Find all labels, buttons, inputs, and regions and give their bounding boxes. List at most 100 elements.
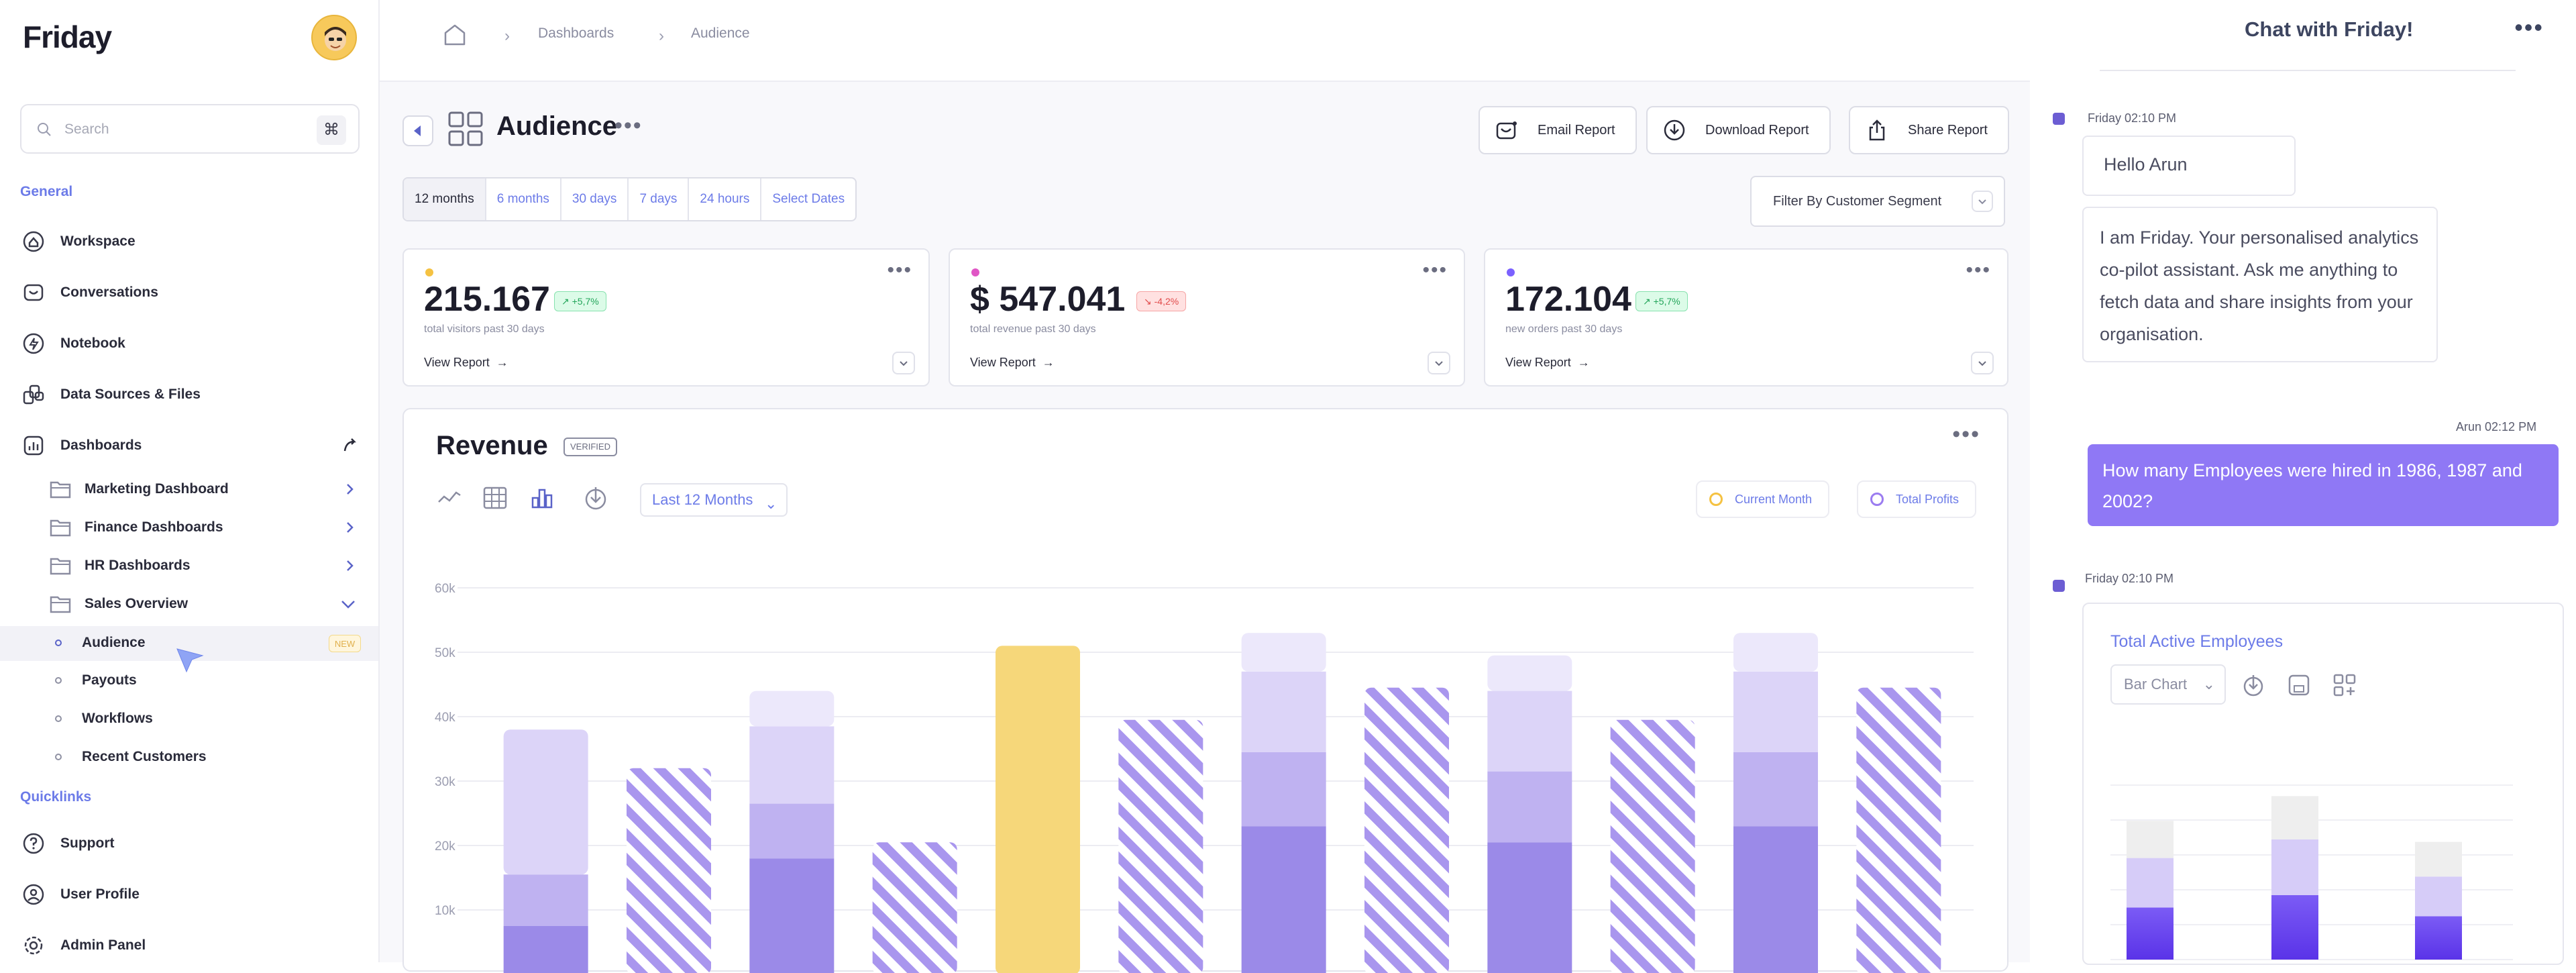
tab-select-dates[interactable]: Select Dates	[772, 192, 845, 206]
view-report-link[interactable]: View Report →	[970, 356, 1055, 370]
chart-bar[interactable]	[1241, 633, 1326, 973]
download-icon[interactable]	[2241, 672, 2266, 698]
tab-12-months[interactable]: 12 months	[404, 178, 486, 220]
tab-7-days[interactable]: 7 days	[629, 178, 690, 220]
sidebar-item-recent-customers[interactable]: Recent Customers	[55, 742, 207, 772]
sidebar-item-workflows[interactable]: Workflows	[55, 704, 153, 733]
date-range-tabs: 12 months 6 months 30 days 7 days 24 hou…	[402, 177, 857, 221]
share-report-button[interactable]: Share Report	[1849, 106, 2009, 154]
save-icon[interactable]	[2286, 672, 2312, 698]
chevron-down-icon	[1972, 191, 1993, 212]
chart-bar[interactable]	[1610, 719, 1695, 973]
chat-greeting-bubble: Hello Arun	[2082, 136, 2296, 196]
sidebar-item-support[interactable]: Support	[20, 828, 114, 859]
search-box[interactable]: Search ⌘	[20, 104, 360, 154]
search-input[interactable]: Search	[64, 121, 109, 137]
sidebar-item-finance-dashboards[interactable]: Finance Dashboards	[48, 514, 357, 541]
chevron-right-icon[interactable]	[342, 520, 357, 535]
bar-total-profits	[627, 768, 711, 973]
chart-bar[interactable]	[1364, 687, 1449, 973]
sidebar-item-label: Finance Dashboards	[85, 519, 223, 535]
more-options-icon[interactable]: •••	[1966, 259, 1991, 281]
link-label: View Report	[1505, 356, 1571, 369]
sidebar-item-workspace[interactable]: Workspace	[20, 226, 136, 257]
sidebar-item-data-sources[interactable]: Data Sources & Files	[20, 379, 201, 410]
more-options-icon[interactable]: •••	[1952, 421, 1980, 447]
legend-total-profits[interactable]: Total Profits	[1857, 480, 1977, 518]
chat-chart-title: Total Active Employees	[2110, 632, 2284, 651]
table-icon[interactable]	[482, 484, 508, 511]
files-icon	[20, 381, 47, 408]
period-dropdown[interactable]: Last 12 Months ⌄	[640, 483, 788, 517]
chart-bar[interactable]	[749, 690, 835, 973]
chart-bar[interactable]	[1856, 687, 1941, 973]
tab-6-months[interactable]: 6 months	[486, 178, 561, 220]
back-button[interactable]	[402, 115, 433, 146]
message-meta: Friday 02:10 PM	[2085, 572, 2174, 585]
mini-bar-segment	[2415, 841, 2462, 877]
tab-30-days[interactable]: 30 days	[561, 178, 629, 220]
chart-bar[interactable]	[503, 729, 588, 973]
y-tick-label: 50k	[435, 646, 455, 660]
kpi-value: $ 547.041	[970, 280, 1126, 319]
sidebar-item-notebook[interactable]: Notebook	[20, 328, 125, 359]
sidebar-item-dashboards[interactable]: Dashboards	[20, 430, 360, 461]
chevron-down-icon[interactable]	[339, 597, 357, 611]
bullet-icon	[55, 715, 62, 722]
view-report-link[interactable]: View Report →	[424, 356, 508, 370]
line-chart-icon[interactable]	[436, 484, 463, 511]
legend-current-month[interactable]: Current Month	[1696, 480, 1830, 518]
email-report-button[interactable]: Email Report	[1479, 106, 1637, 154]
avatar[interactable]	[311, 15, 357, 60]
mini-bars	[2127, 796, 2462, 960]
home-icon[interactable]	[441, 21, 468, 48]
legend-label: Total Profits	[1896, 492, 1960, 506]
sidebar-item-conversations[interactable]: Conversations	[20, 277, 158, 308]
expand-chevron-icon[interactable]	[1428, 352, 1450, 374]
mini-bar-segment	[2271, 895, 2318, 960]
help-icon	[20, 830, 47, 857]
bar-segment	[1487, 690, 1572, 772]
chart-type-dropdown[interactable]: Bar Chart ⌄	[2110, 664, 2226, 705]
chart-bar[interactable]	[627, 768, 711, 973]
collapse-icon[interactable]	[341, 436, 360, 455]
chart-bar[interactable]	[1733, 633, 1818, 973]
sidebar-item-user-profile[interactable]: User Profile	[20, 879, 140, 910]
sidebar-item-admin-panel[interactable]: Admin Panel	[20, 930, 146, 961]
download-icon[interactable]	[582, 484, 609, 511]
download-report-button[interactable]: Download Report	[1646, 106, 1831, 154]
mini-bar-segment	[2127, 858, 2174, 908]
view-report-link[interactable]: View Report →	[1505, 356, 1590, 370]
add-widget-icon[interactable]	[2332, 672, 2357, 698]
sidebar-item-marketing-dashboard[interactable]: Marketing Dashboard	[48, 476, 357, 503]
chart-bar[interactable]	[996, 646, 1080, 973]
expand-chevron-icon[interactable]	[892, 352, 915, 374]
more-options-icon[interactable]: •••	[614, 113, 643, 138]
bar-segment	[1733, 826, 1818, 973]
chart-bar[interactable]	[872, 842, 957, 973]
top-bar: › Dashboards › Audience	[380, 0, 2030, 82]
section-general: General	[20, 184, 73, 199]
customer-segment-filter[interactable]: Filter By Customer Segment	[1750, 176, 2005, 227]
more-options-icon[interactable]: •••	[887, 259, 912, 281]
more-options-icon[interactable]: •••	[1422, 259, 1448, 281]
y-tick-label: 60k	[435, 582, 455, 596]
chevron-right-icon[interactable]	[342, 558, 357, 573]
expand-chevron-icon[interactable]	[1971, 352, 1994, 374]
sidebar-item-label: Notebook	[60, 336, 125, 351]
breadcrumb-audience[interactable]: Audience	[691, 25, 750, 41]
section-quicklinks: Quicklinks	[20, 789, 92, 805]
breadcrumb-dashboards[interactable]: Dashboards	[538, 25, 614, 41]
chart-bar[interactable]	[1118, 719, 1203, 973]
chart-bar[interactable]	[1487, 655, 1572, 973]
mini-bar-segment	[2127, 821, 2174, 858]
sidebar-item-hr-dashboards[interactable]: HR Dashboards	[48, 552, 357, 579]
sidebar-item-audience[interactable]: Audience	[55, 628, 146, 658]
chevron-right-icon[interactable]	[342, 482, 357, 497]
sidebar-item-payouts[interactable]: Payouts	[55, 666, 137, 695]
tab-24-hours[interactable]: 24 hours	[689, 178, 762, 220]
logo[interactable]: Friday	[23, 19, 112, 54]
bar-chart-icon[interactable]	[529, 484, 555, 511]
more-options-icon[interactable]: •••	[2514, 13, 2544, 41]
sidebar-item-sales-overview[interactable]: Sales Overview	[48, 591, 357, 617]
